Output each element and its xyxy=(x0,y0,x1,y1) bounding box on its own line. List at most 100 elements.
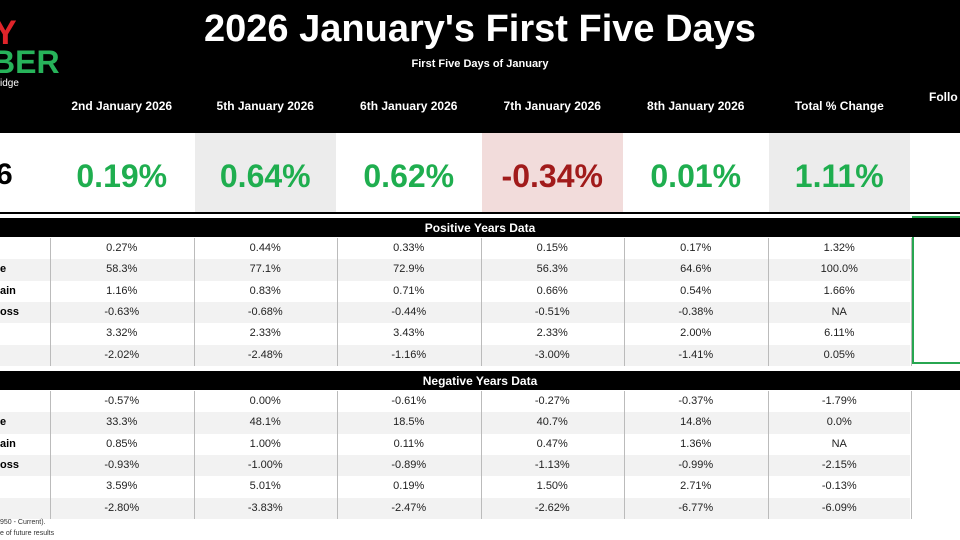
rule xyxy=(0,212,960,214)
column-divider xyxy=(337,391,338,519)
cell-value: 48.1% xyxy=(249,416,281,429)
row-label: ain xyxy=(0,437,16,450)
cell-value: -3.00% xyxy=(534,348,570,361)
current-label-cell xyxy=(0,133,49,212)
column-header: Follo xyxy=(929,90,958,104)
cell-value: 1.50% xyxy=(536,480,568,493)
cell-value: 0.0% xyxy=(826,416,852,429)
cell-value: NA xyxy=(831,305,847,318)
row-label: oss xyxy=(0,458,19,471)
cell-value: 58.3% xyxy=(106,263,138,276)
cell-value: -0.27% xyxy=(534,395,570,407)
cell-value: 0.05% xyxy=(823,348,855,361)
row-label: e xyxy=(0,263,7,276)
cell-value: 77.1% xyxy=(249,263,281,276)
cell-value: -6.09% xyxy=(821,501,857,514)
footnote: e of future results xyxy=(0,530,55,537)
column-header: 8th January 2026 xyxy=(647,99,745,113)
cell-value: 1.36% xyxy=(680,437,712,450)
value-cell xyxy=(768,133,910,212)
cell-value: -0.68% xyxy=(247,305,283,318)
cell-value: -0.44% xyxy=(391,305,427,318)
row-stripe xyxy=(0,433,910,455)
row-stripe xyxy=(0,238,910,260)
value-cell xyxy=(481,133,623,212)
cell-value: 0.71% xyxy=(393,284,425,297)
cell-value: -1.79% xyxy=(821,395,857,407)
cell-value: 0.27% xyxy=(106,242,138,254)
cell-value: -0.89% xyxy=(391,458,427,471)
column-divider xyxy=(193,391,195,519)
logo-sub: idge xyxy=(0,78,19,89)
column-divider xyxy=(767,238,769,366)
cell-value: 33.3% xyxy=(106,416,138,429)
value-cell xyxy=(625,133,767,212)
cell-value: 0.11% xyxy=(393,437,424,450)
cell-value: 0.15% xyxy=(536,242,568,254)
cell-value: -2.62% xyxy=(534,501,570,514)
cell-value: -0.57% xyxy=(104,395,140,407)
cell-value: -0.37% xyxy=(678,395,714,407)
column-header: 6th January 2026 xyxy=(360,99,458,113)
column-divider xyxy=(767,391,769,519)
cell-value: -1.41% xyxy=(678,348,714,361)
cell-value: 0.66% xyxy=(536,284,568,297)
section-title: Positive Years Data xyxy=(424,221,536,235)
cell-value: 1.16% xyxy=(106,284,138,297)
subtitle: First Five Days of January xyxy=(411,58,549,70)
cell-value: -0.13% xyxy=(821,480,857,493)
row-stripe xyxy=(0,280,910,302)
row-stripe xyxy=(0,412,910,434)
cell-value: 0.83% xyxy=(249,284,281,297)
row-stripe xyxy=(0,497,910,519)
row-label: ain xyxy=(0,284,16,297)
cell-value: 2.33% xyxy=(536,327,568,340)
cell-value: 40.7% xyxy=(536,416,568,429)
logo-bottom: BER xyxy=(0,44,60,80)
column-header: Total % Change xyxy=(794,99,884,113)
value-cell xyxy=(51,133,193,212)
title: 2026 January's First Five Days xyxy=(204,8,756,50)
cell-value: NA xyxy=(831,437,847,450)
cell-value: -2.48% xyxy=(247,348,283,361)
cell-value: 14.8% xyxy=(680,416,712,429)
cell-value: -0.63% xyxy=(104,305,140,318)
cell-value: -0.93% xyxy=(104,458,140,471)
cell-value: -2.15% xyxy=(821,458,857,471)
row-stripe xyxy=(0,391,910,413)
column-divider xyxy=(480,391,482,519)
current-value: 0.62% xyxy=(363,158,455,194)
row-label: oss xyxy=(0,305,19,318)
cell-value: 0.00% xyxy=(249,395,281,407)
cell-value: -0.51% xyxy=(534,305,570,318)
cell-value: -1.13% xyxy=(534,458,570,471)
section-title: Negative Years Data xyxy=(422,374,538,388)
cell-value: -2.47% xyxy=(391,501,427,514)
cell-value: 3.43% xyxy=(393,327,425,340)
cell-value: 1.66% xyxy=(823,284,855,297)
cell-value: -2.80% xyxy=(104,501,140,514)
cell-value: -2.02% xyxy=(104,348,140,361)
column-divider xyxy=(911,238,912,366)
value-cell xyxy=(912,133,960,212)
cell-value: -0.99% xyxy=(678,458,714,471)
cell-value: 6.11% xyxy=(824,327,855,340)
cell-value: -0.61% xyxy=(391,395,427,407)
cell-value: 0.44% xyxy=(249,242,281,254)
column-divider xyxy=(480,238,482,366)
cell-value: 5.01% xyxy=(249,480,281,493)
section-bar xyxy=(0,218,960,237)
cell-value: 56.3% xyxy=(536,263,568,276)
cell-value: 2.33% xyxy=(249,327,281,340)
column-divider xyxy=(50,391,51,519)
column-divider xyxy=(50,238,51,366)
row-stripe xyxy=(0,476,910,498)
header-bar xyxy=(0,0,960,133)
cell-value: -3.83% xyxy=(247,501,283,514)
current-value: 0.19% xyxy=(76,158,168,194)
cell-value: 100.0% xyxy=(820,263,858,276)
logo-top: Y xyxy=(0,14,17,52)
cell-value: 0.54% xyxy=(680,284,712,297)
current-value: 0.01% xyxy=(650,158,742,194)
